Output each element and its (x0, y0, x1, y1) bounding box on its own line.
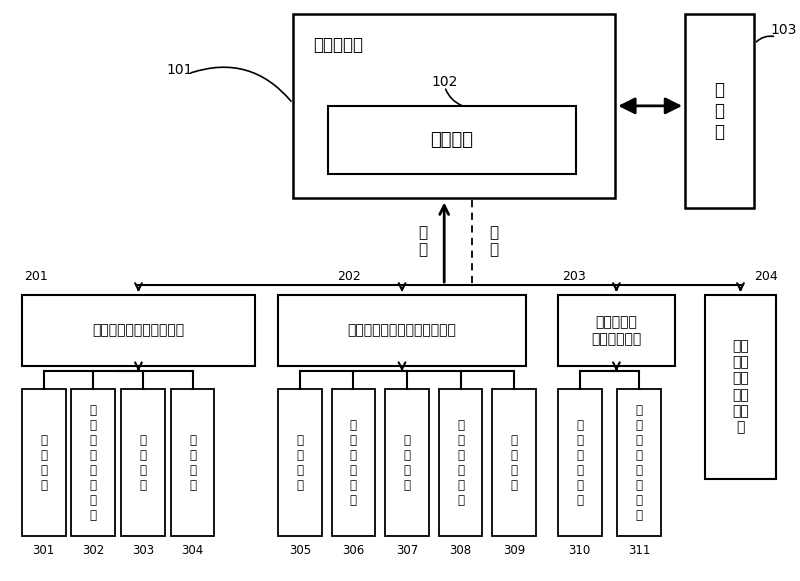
Text: 价格的制定及仓库的建立: 价格的制定及仓库的建立 (93, 324, 185, 338)
Text: 加工
件出
库物
资明
细查
询: 加工 件出 库物 资明 细查 询 (732, 339, 749, 434)
Bar (685, 14, 754, 207)
Text: 物
资
出
库
查
询: 物 资 出 库 查 询 (457, 419, 464, 507)
Text: 物
资
定
价: 物 资 定 价 (139, 434, 146, 492)
Bar (278, 295, 526, 367)
Text: 响
应: 响 应 (490, 225, 498, 257)
Text: 307: 307 (396, 544, 418, 557)
Text: 305: 305 (289, 544, 311, 557)
Bar (278, 389, 322, 536)
Text: 应用服务器: 应用服务器 (313, 36, 362, 54)
Text: 303: 303 (132, 544, 154, 557)
Text: 304: 304 (182, 544, 204, 557)
Text: 数
据
库: 数 据 库 (714, 81, 725, 141)
Bar (121, 389, 165, 536)
Bar (438, 389, 482, 536)
FancyArrowPatch shape (191, 67, 291, 101)
Bar (170, 389, 214, 536)
Text: 库
存
盘
点: 库 存 盘 点 (510, 434, 518, 492)
Text: 仓
库
建
立: 仓 库 建 立 (189, 434, 196, 492)
Bar (558, 295, 675, 367)
Text: 308: 308 (450, 544, 472, 557)
Text: 月
度
单
位
预
算: 月 度 单 位 预 算 (350, 419, 357, 507)
Text: 201: 201 (24, 270, 47, 283)
Text: 库
存
物
资
信
息: 库 存 物 资 信 息 (576, 419, 583, 507)
Text: 311: 311 (628, 544, 650, 557)
Text: 202: 202 (338, 270, 362, 283)
Bar (492, 389, 536, 536)
Text: 加工件入库
物资明细查询: 加工件入库 物资明细查询 (591, 315, 642, 346)
Text: 204: 204 (754, 270, 778, 283)
Text: 310: 310 (569, 544, 591, 557)
Text: 批
量
导
入: 批 量 导 入 (40, 434, 47, 492)
Bar (71, 389, 115, 536)
Text: 306: 306 (342, 544, 365, 557)
Bar (385, 389, 429, 536)
FancyArrowPatch shape (446, 89, 462, 105)
Bar (331, 389, 375, 536)
Text: 数据分析: 数据分析 (430, 131, 473, 149)
Bar (293, 14, 615, 198)
Bar (22, 295, 255, 367)
Bar (705, 295, 776, 479)
Text: 103: 103 (770, 23, 797, 37)
Text: 加工件出入库管理及明细查询: 加工件出入库管理及明细查询 (347, 324, 457, 338)
Text: 请
求: 请 求 (418, 225, 427, 257)
Text: 入
库
管
理: 入 库 管 理 (296, 434, 303, 492)
Text: 203: 203 (562, 270, 586, 283)
Text: 301: 301 (33, 544, 55, 557)
Text: 101: 101 (166, 63, 194, 77)
Bar (558, 389, 602, 536)
Text: 库
存
物
资
信
息
导
出: 库 存 物 资 信 息 导 出 (636, 404, 642, 522)
Text: 默
认
入
库
单
位
填
报: 默 认 入 库 单 位 填 报 (90, 404, 97, 522)
Text: 物
资
出
库: 物 资 出 库 (403, 434, 410, 492)
Text: 309: 309 (503, 544, 526, 557)
Bar (327, 106, 576, 174)
FancyArrowPatch shape (756, 36, 774, 42)
Bar (618, 389, 661, 536)
Bar (22, 389, 66, 536)
Text: 102: 102 (432, 74, 458, 88)
Text: 302: 302 (82, 544, 105, 557)
